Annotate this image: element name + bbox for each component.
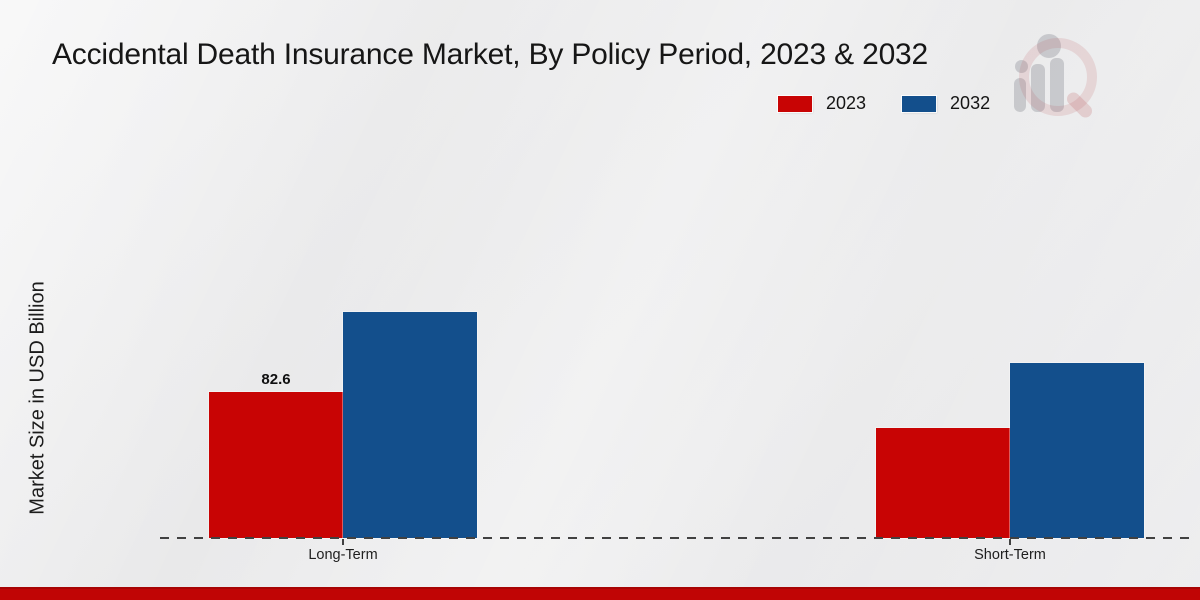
legend-swatch-2023-icon bbox=[778, 95, 812, 112]
legend-label-2023: 2023 bbox=[826, 93, 867, 113]
legend-swatch-2032-icon bbox=[902, 95, 937, 112]
chart-title: Accidental Death Insurance Market, By Po… bbox=[52, 38, 929, 71]
category-label-long-term: Long-Term bbox=[308, 547, 378, 563]
category-label-short-term: Short-Term bbox=[974, 547, 1046, 563]
legend-item-2032: 2032 bbox=[902, 93, 990, 114]
x-axis-tick bbox=[342, 539, 344, 545]
legend-item-2023: 2023 bbox=[778, 93, 866, 114]
bar-long-term-2023 bbox=[209, 392, 343, 538]
x-axis-tick bbox=[1009, 539, 1011, 545]
legend-label-2032: 2032 bbox=[950, 93, 991, 113]
bar-short-term-2023 bbox=[876, 428, 1010, 538]
footer-accent-bar bbox=[0, 587, 1200, 600]
bar-long-term-2032 bbox=[343, 312, 477, 538]
legend: 2023 2032 bbox=[778, 93, 990, 114]
bar-short-term-2032 bbox=[1010, 363, 1144, 538]
bar-value-label: 82.6 bbox=[261, 371, 291, 388]
x-axis-baseline bbox=[160, 537, 1191, 539]
